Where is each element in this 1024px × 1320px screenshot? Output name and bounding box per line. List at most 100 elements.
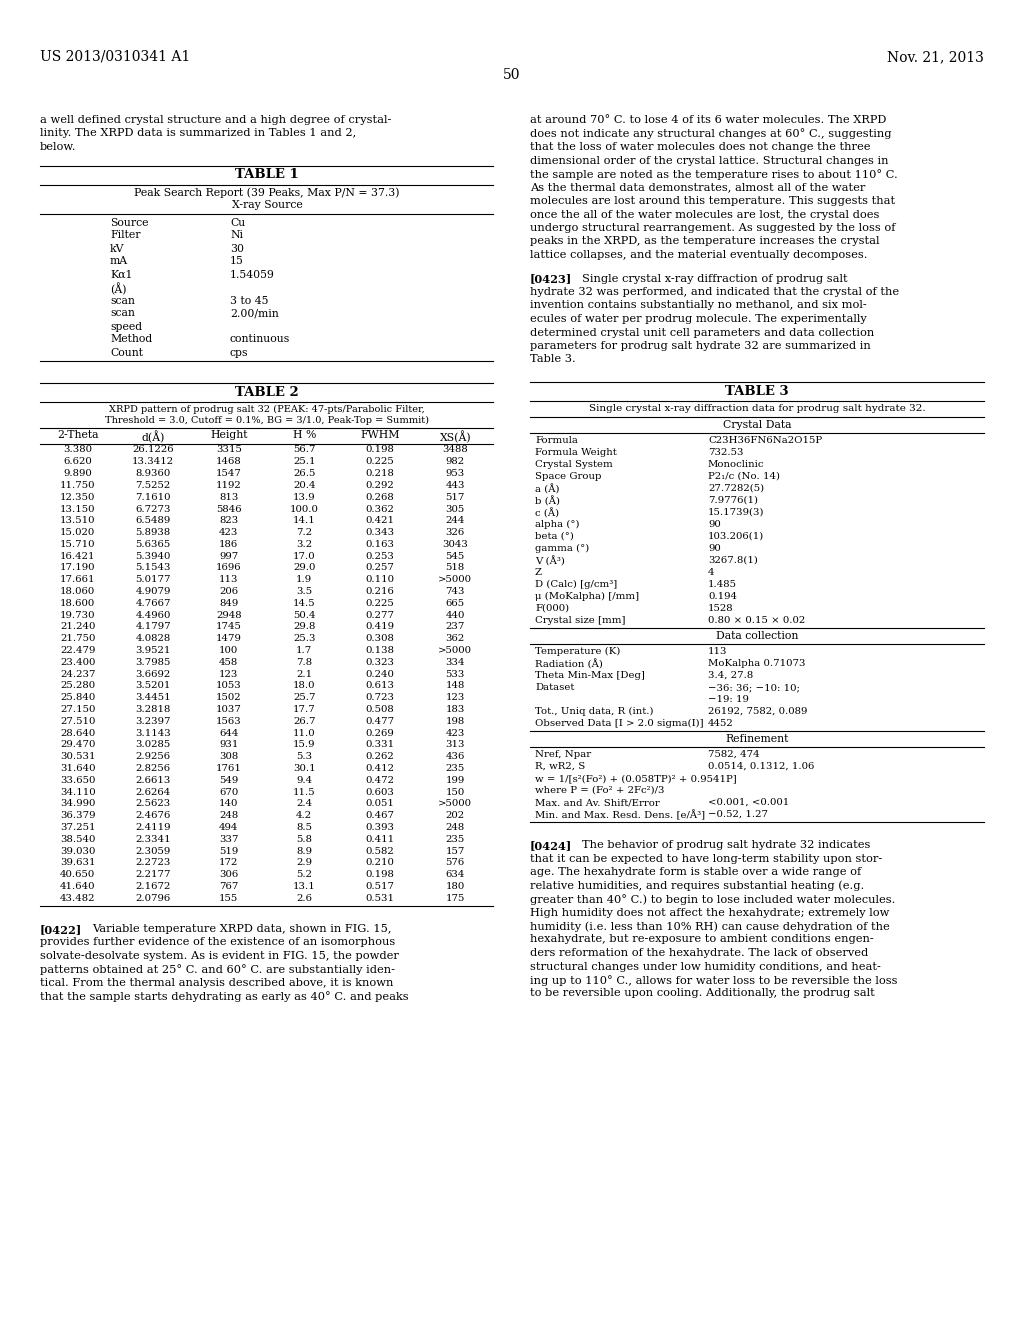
Text: 206: 206 <box>219 587 239 597</box>
Text: 2.5623: 2.5623 <box>135 800 171 808</box>
Text: 1479: 1479 <box>216 635 242 643</box>
Text: TABLE 1: TABLE 1 <box>236 169 299 181</box>
Text: that the loss of water molecules does not change the three: that the loss of water molecules does no… <box>530 143 870 152</box>
Text: 0.467: 0.467 <box>366 812 394 820</box>
Text: linity. The XRPD data is summarized in Tables 1 and 2,: linity. The XRPD data is summarized in T… <box>40 128 356 139</box>
Text: 20.4: 20.4 <box>293 480 315 490</box>
Text: below.: below. <box>40 143 77 152</box>
Text: 4.1797: 4.1797 <box>135 623 171 631</box>
Text: 2.9: 2.9 <box>296 858 312 867</box>
Text: Nref, Npar: Nref, Npar <box>535 750 591 759</box>
Text: Single crystal x-ray diffraction of prodrug salt: Single crystal x-ray diffraction of prod… <box>582 273 848 284</box>
Text: 982: 982 <box>445 457 465 466</box>
Text: 3.5201: 3.5201 <box>135 681 171 690</box>
Text: structural changes under low humidity conditions, and heat-: structural changes under low humidity co… <box>530 961 881 972</box>
Text: cps: cps <box>230 347 249 358</box>
Text: 26192, 7582, 0.089: 26192, 7582, 0.089 <box>708 708 807 715</box>
Text: tical. From the thermal analysis described above, it is known: tical. From the thermal analysis describ… <box>40 978 393 987</box>
Text: 4.9079: 4.9079 <box>135 587 171 597</box>
Text: 767: 767 <box>219 882 239 891</box>
Text: R, wR2, S: R, wR2, S <box>535 762 586 771</box>
Text: >5000: >5000 <box>438 576 472 585</box>
Text: 21.240: 21.240 <box>60 623 95 631</box>
Text: 3 to 45: 3 to 45 <box>230 296 268 305</box>
Text: 0.582: 0.582 <box>366 846 394 855</box>
Text: >5000: >5000 <box>438 645 472 655</box>
Text: 25.7: 25.7 <box>293 693 315 702</box>
Text: a (Å): a (Å) <box>535 484 559 494</box>
Text: XRPD pattern of prodrug salt 32 (PEAK: 47-pts/Parabolic Filter,: XRPD pattern of prodrug salt 32 (PEAK: 4… <box>110 404 425 413</box>
Text: 23.400: 23.400 <box>60 657 95 667</box>
Text: 549: 549 <box>219 776 239 785</box>
Text: [0422]: [0422] <box>40 924 82 935</box>
Text: 732.53: 732.53 <box>708 447 743 457</box>
Text: 0.362: 0.362 <box>366 504 394 513</box>
Text: 644: 644 <box>219 729 239 738</box>
Text: 25.280: 25.280 <box>60 681 95 690</box>
Text: parameters for prodrug salt hydrate 32 are summarized in: parameters for prodrug salt hydrate 32 a… <box>530 341 870 351</box>
Text: 5.3940: 5.3940 <box>135 552 171 561</box>
Text: 3.6692: 3.6692 <box>135 669 171 678</box>
Text: w = 1/[s²(Fo²) + (0.058TP)² + 0.9541P]: w = 1/[s²(Fo²) + (0.058TP)² + 0.9541P] <box>535 774 736 783</box>
Text: 0.269: 0.269 <box>366 729 394 738</box>
Text: −19: 19: −19: 19 <box>708 696 749 704</box>
Text: invention contains substantially no methanol, and six mol-: invention contains substantially no meth… <box>530 301 866 310</box>
Text: 308: 308 <box>219 752 239 762</box>
Text: 34.110: 34.110 <box>60 788 95 797</box>
Text: 6.5489: 6.5489 <box>135 516 171 525</box>
Text: b (Å): b (Å) <box>535 496 560 507</box>
Text: 0.323: 0.323 <box>366 657 394 667</box>
Text: Single crystal x-ray diffraction data for prodrug salt hydrate 32.: Single crystal x-ray diffraction data fo… <box>589 404 926 413</box>
Text: 2.1: 2.1 <box>296 669 312 678</box>
Text: 443: 443 <box>445 480 465 490</box>
Text: Crystal System: Crystal System <box>535 459 612 469</box>
Text: solvate-desolvate system. As is evident in FIG. 15, the powder: solvate-desolvate system. As is evident … <box>40 950 399 961</box>
Text: 0.051: 0.051 <box>366 800 394 808</box>
Text: 1468: 1468 <box>216 457 242 466</box>
Text: 2.6: 2.6 <box>296 894 312 903</box>
Text: dimensional order of the crystal lattice. Structural changes in: dimensional order of the crystal lattice… <box>530 156 889 165</box>
Text: 0.613: 0.613 <box>366 681 394 690</box>
Text: 0.163: 0.163 <box>366 540 394 549</box>
Text: 11.750: 11.750 <box>60 480 95 490</box>
Text: 113: 113 <box>708 647 727 656</box>
Text: 100.0: 100.0 <box>290 504 318 513</box>
Text: lattice collapses, and the material eventually decomposes.: lattice collapses, and the material even… <box>530 249 867 260</box>
Text: does not indicate any structural changes at 60° C., suggesting: does not indicate any structural changes… <box>530 128 892 140</box>
Text: patterns obtained at 25° C. and 60° C. are substantially iden-: patterns obtained at 25° C. and 60° C. a… <box>40 964 395 975</box>
Text: 7.8: 7.8 <box>296 657 312 667</box>
Text: 1502: 1502 <box>216 693 242 702</box>
Text: 198: 198 <box>445 717 465 726</box>
Text: 3315: 3315 <box>216 446 242 454</box>
Text: 3.4, 27.8: 3.4, 27.8 <box>708 671 754 680</box>
Text: humidity (i.e. less than 10% RH) can cause dehydration of the: humidity (i.e. less than 10% RH) can cau… <box>530 921 890 932</box>
Text: MoKalpha 0.71073: MoKalpha 0.71073 <box>708 659 806 668</box>
Text: 9.890: 9.890 <box>63 469 92 478</box>
Text: 997: 997 <box>219 552 239 561</box>
Text: Method: Method <box>110 334 153 345</box>
Text: 2.9256: 2.9256 <box>136 752 171 762</box>
Text: 25.840: 25.840 <box>60 693 95 702</box>
Text: 157: 157 <box>445 846 465 855</box>
Text: 30.531: 30.531 <box>60 752 95 762</box>
Text: 3.380: 3.380 <box>63 446 92 454</box>
Text: 43.482: 43.482 <box>60 894 95 903</box>
Text: Monoclinic: Monoclinic <box>708 459 765 469</box>
Text: once the all of the water molecules are lost, the crystal does: once the all of the water molecules are … <box>530 210 880 219</box>
Text: 2.00/min: 2.00/min <box>230 309 279 318</box>
Text: 823: 823 <box>219 516 239 525</box>
Text: molecules are lost around this temperature. This suggests that: molecules are lost around this temperatu… <box>530 195 895 206</box>
Text: 423: 423 <box>219 528 239 537</box>
Text: 0.531: 0.531 <box>366 894 394 903</box>
Text: Kα1: Kα1 <box>110 269 132 280</box>
Text: 2948: 2948 <box>216 611 242 619</box>
Text: speed: speed <box>110 322 142 331</box>
Text: 25.3: 25.3 <box>293 635 315 643</box>
Text: 0.198: 0.198 <box>366 870 394 879</box>
Text: 2.0796: 2.0796 <box>135 894 171 903</box>
Text: 458: 458 <box>219 657 239 667</box>
Text: 2-Theta: 2-Theta <box>57 430 98 441</box>
Text: 12.350: 12.350 <box>60 492 95 502</box>
Text: X-ray Source: X-ray Source <box>231 201 302 210</box>
Text: 15.9: 15.9 <box>293 741 315 750</box>
